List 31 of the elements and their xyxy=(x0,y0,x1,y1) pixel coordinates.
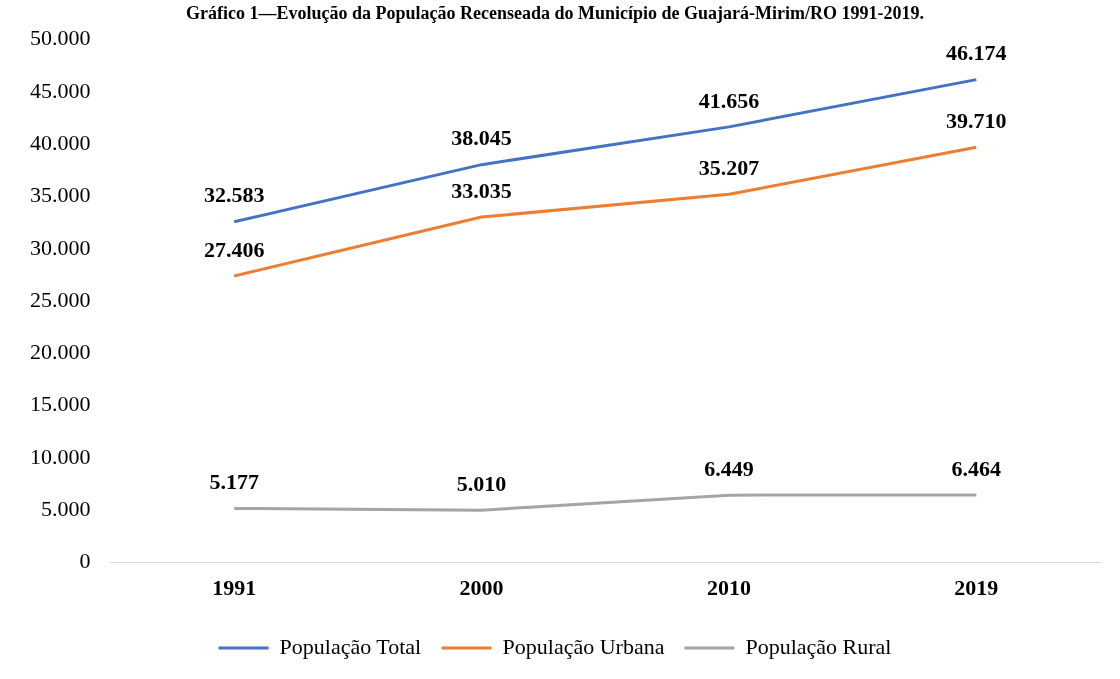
y-tick-label: 5.000 xyxy=(41,496,91,522)
y-tick-label: 30.000 xyxy=(30,234,91,260)
data-label: 5.177 xyxy=(209,469,259,495)
y-tick-label: 10.000 xyxy=(30,443,91,469)
y-tick-label: 50.000 xyxy=(30,25,91,51)
x-tick-label: 2019 xyxy=(954,575,999,601)
y-tick-label: 25.000 xyxy=(30,286,91,312)
x-tick-label: 2000 xyxy=(459,575,504,601)
data-label: 41.656 xyxy=(698,87,760,113)
legend-label: População Rural xyxy=(745,633,892,659)
x-tick-label: 2010 xyxy=(706,575,751,601)
data-label: 6.449 xyxy=(704,455,754,481)
legend-label: População Total xyxy=(279,633,422,659)
y-tick-label: 0 xyxy=(79,548,91,574)
data-label: 5.010 xyxy=(456,470,507,496)
data-label: 32.583 xyxy=(203,182,265,208)
data-label: 38.045 xyxy=(451,125,512,151)
y-tick-label: 15.000 xyxy=(30,391,91,417)
y-tick-label: 20.000 xyxy=(30,339,91,365)
data-label: 27.406 xyxy=(203,236,265,262)
data-label: 46.174 xyxy=(946,40,1007,66)
y-tick-label: 35.000 xyxy=(30,182,91,208)
data-label: 33.035 xyxy=(451,177,512,203)
y-tick-label: 40.000 xyxy=(30,129,91,155)
data-label: 6.464 xyxy=(951,455,1002,481)
data-label: 39.710 xyxy=(946,107,1007,133)
x-tick-label: 1991 xyxy=(212,575,257,601)
chart-title: Gráfico 1—Evolução da População Recenseada do Município de Guajará-Mirim/RO 1991-2019. xyxy=(186,3,924,24)
data-label: 35.207 xyxy=(698,155,760,181)
legend-label: População Urbana xyxy=(502,633,665,659)
y-tick-label: 45.000 xyxy=(30,77,91,103)
